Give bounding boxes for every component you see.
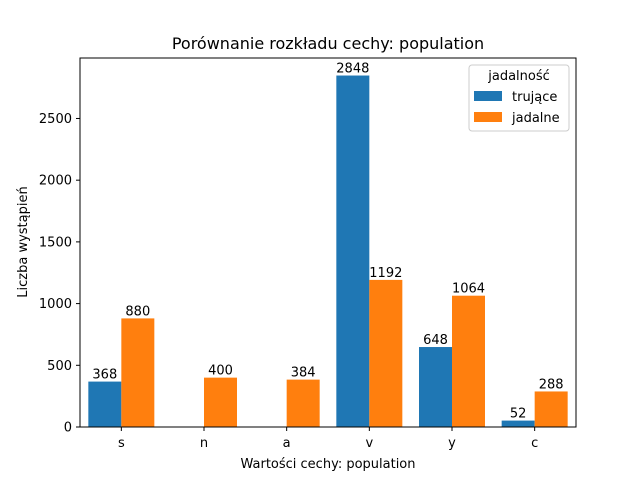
- x-tick-label: n: [200, 436, 208, 451]
- y-axis-label: Liczba wystąpień: [16, 186, 31, 297]
- bar-value-label: 648: [423, 333, 448, 348]
- bar-jadalne-c: [534, 391, 568, 427]
- bar-value-label: 400: [208, 364, 233, 379]
- bar-value-label: 1064: [452, 282, 485, 297]
- legend-label-jadalne: jadalne: [511, 111, 560, 126]
- bar-trujące-y: [419, 347, 452, 427]
- bar-jadalne-n: [204, 377, 237, 427]
- bar-value-label: 2848: [336, 62, 369, 77]
- bar-trujące-s: [88, 381, 122, 427]
- y-tick-label: 0: [64, 421, 72, 436]
- x-axis-label: Wartości cechy: population: [240, 457, 415, 472]
- bar-value-label: 1192: [369, 266, 402, 281]
- bar-jadalne-s: [121, 318, 155, 427]
- x-tick-label: a: [283, 436, 291, 451]
- bars-layer: [88, 75, 568, 427]
- legend-title: jadalność: [487, 69, 550, 84]
- bar-value-label: 368: [92, 368, 117, 383]
- bar-value-label: 384: [291, 366, 316, 381]
- x-tick-label: v: [365, 436, 373, 451]
- x-tick-label: c: [531, 436, 538, 451]
- bar-labels-layer: 368 880 400 384 2848 1192 648 1064 52 288: [92, 62, 563, 422]
- bar-value-label: 880: [125, 304, 150, 319]
- bar-jadalne-v: [369, 279, 403, 427]
- legend: jadalność trujące jadalne: [468, 64, 570, 132]
- y-tick-label: 1500: [39, 235, 72, 250]
- x-tick-label: y: [448, 436, 456, 451]
- y-tick-label: 2500: [39, 112, 72, 127]
- y-axis: 0 500 1000 1500 2000 2500: [39, 112, 80, 436]
- bar-jadalne-a: [286, 379, 320, 427]
- bar-trujące-v: [336, 75, 370, 427]
- y-tick-label: 1000: [39, 297, 72, 312]
- plot-frame: [79, 57, 577, 428]
- legend-swatch-jadalne: [474, 112, 502, 122]
- bar-trujące-c: [501, 420, 535, 427]
- x-tick-label: s: [118, 436, 125, 451]
- bar-value-label: 52: [510, 407, 527, 422]
- bar-value-label: 288: [539, 377, 564, 392]
- y-tick-label: 500: [47, 359, 72, 374]
- legend-label-trujace: trujące: [512, 90, 557, 105]
- chart-title: Porównanie rozkładu cechy: population: [172, 34, 484, 53]
- y-tick-label: 2000: [39, 174, 72, 189]
- legend-swatch-trujace: [474, 91, 502, 101]
- bar-jadalne-y: [452, 295, 485, 427]
